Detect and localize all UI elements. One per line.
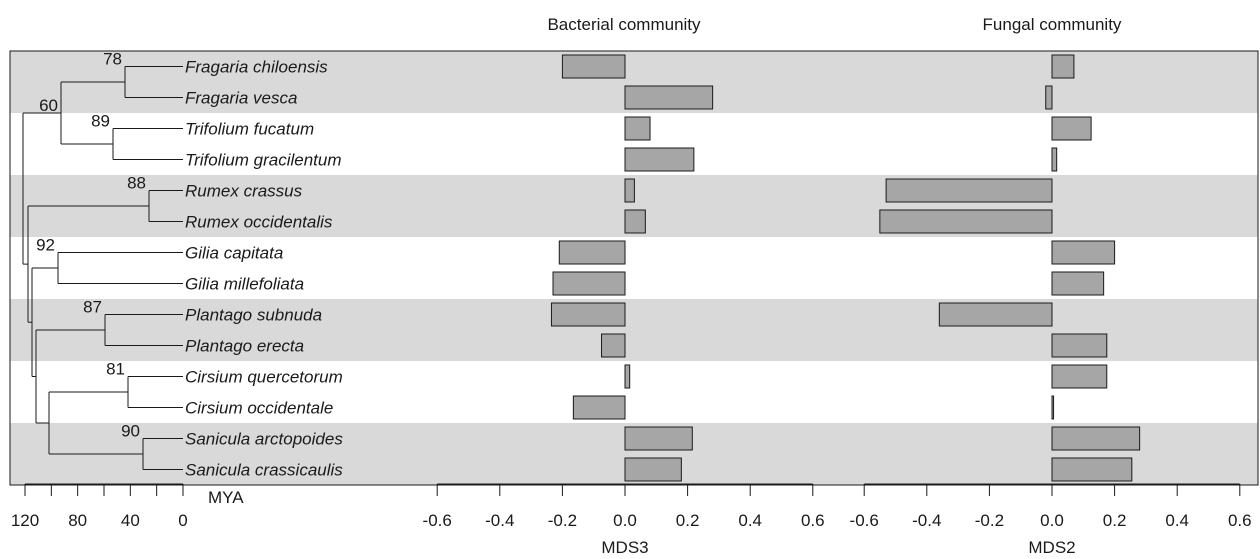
mds-bar — [1051, 395, 1055, 420]
bootstrap-label: 90 — [121, 422, 140, 441]
mds-bars — [550, 54, 1141, 482]
x-tick-label: 0.0 — [613, 511, 637, 530]
mds-bar — [624, 116, 651, 141]
x-tick-label: -0.4 — [485, 511, 514, 530]
row-band — [10, 51, 1258, 82]
species-label: Gilia millefoliata — [185, 275, 304, 294]
tree-tick-label: 0 — [178, 511, 187, 530]
phylogenetic-tree: 78 89 60 88 92 87 81 90 — [22, 50, 183, 470]
x-axis-label: MDS3 — [601, 538, 648, 557]
row-bands — [10, 51, 1258, 485]
mds-bar — [552, 271, 626, 296]
species-label: Fragaria chiloensis — [185, 58, 328, 77]
mds-bar — [1051, 426, 1141, 451]
species-label: Gilia capitata — [185, 244, 283, 263]
species-label: Sanicula arctopoides — [185, 430, 343, 449]
bootstrap-label: 60 — [39, 96, 58, 115]
x-tick-label: 0.0 — [1040, 511, 1064, 530]
mds-bar — [1051, 457, 1133, 482]
mds-bar — [624, 178, 635, 203]
species-label: Rumex crassus — [185, 182, 303, 201]
tree-axis-label: MYA — [208, 488, 244, 507]
mds-bar — [1051, 147, 1058, 172]
tree-tick-label: 120 — [11, 511, 39, 530]
mds-bar — [550, 302, 626, 327]
x-tick-label: 0.4 — [738, 511, 762, 530]
mds-bar — [938, 302, 1053, 327]
mds-bar — [561, 54, 626, 79]
mds-bar — [1051, 116, 1092, 141]
x-tick-label: 0.6 — [801, 511, 825, 530]
x-tick-label: 0.6 — [1228, 511, 1252, 530]
mds-bar — [624, 85, 714, 110]
mds-bar — [1051, 271, 1105, 296]
tree-tick-label: 40 — [121, 511, 140, 530]
bootstrap-label: 88 — [127, 174, 146, 193]
mds-bar — [1051, 364, 1108, 389]
species-label: Cirsium quercetorum — [185, 368, 343, 387]
tree-tick-label: 80 — [68, 511, 87, 530]
bootstrap-label: 92 — [36, 236, 55, 255]
bootstrap-label: 89 — [91, 112, 110, 131]
mds-bar — [1051, 333, 1108, 358]
species-label: Trifolium gracilentum — [185, 151, 342, 170]
mds-bar — [1051, 240, 1116, 265]
mds-bar — [558, 240, 626, 265]
species-label: Rumex occidentalis — [185, 213, 333, 232]
x-tick-label: -0.2 — [548, 511, 577, 530]
axes: -0.6 -0.4 -0.2 0.0 0.2 0.4 0.6 MDS3 -0.6 -0.4 -0.2… — [11, 483, 1252, 557]
mds-bar — [601, 333, 626, 358]
species-label: Trifolium fucatum — [185, 120, 314, 139]
species-label: Plantago erecta — [185, 337, 304, 356]
x-tick-label: -0.6 — [423, 511, 452, 530]
mds-bar — [879, 209, 1053, 234]
species-label: Cirsium occidentale — [185, 399, 333, 418]
mds-bar — [885, 178, 1053, 203]
mds-bar — [624, 426, 693, 451]
bacterial-panel-title: Bacterial community — [547, 15, 701, 34]
mds-bar — [624, 209, 646, 234]
bootstrap-label: 78 — [103, 50, 122, 69]
plot-frame — [9, 50, 1259, 486]
x-tick-label: 0.2 — [676, 511, 700, 530]
mds-bar — [1045, 85, 1053, 110]
bootstrap-label: 81 — [106, 360, 125, 379]
mds-bar — [624, 364, 631, 389]
x-tick-label: 0.2 — [1103, 511, 1127, 530]
species-label: Plantago subnuda — [185, 306, 322, 325]
mds-bar — [1051, 54, 1075, 79]
x-tick-label: -0.4 — [912, 511, 941, 530]
x-axis-label: MDS2 — [1028, 538, 1075, 557]
mds-bar — [624, 147, 695, 172]
row-band — [10, 330, 1258, 361]
x-tick-label: -0.6 — [850, 511, 879, 530]
bootstrap-label: 87 — [83, 298, 102, 317]
species-labels: Fragaria chiloensis Fragaria vesca Trifoli… — [185, 58, 343, 480]
x-tick-label: -0.2 — [975, 511, 1004, 530]
fungal-panel-title: Fungal community — [983, 15, 1122, 34]
mds-bar — [572, 395, 626, 420]
mds-bar — [624, 457, 682, 482]
species-label: Sanicula crassicaulis — [185, 461, 343, 480]
x-tick-label: 0.4 — [1165, 511, 1189, 530]
species-label: Fragaria vesca — [185, 89, 297, 108]
